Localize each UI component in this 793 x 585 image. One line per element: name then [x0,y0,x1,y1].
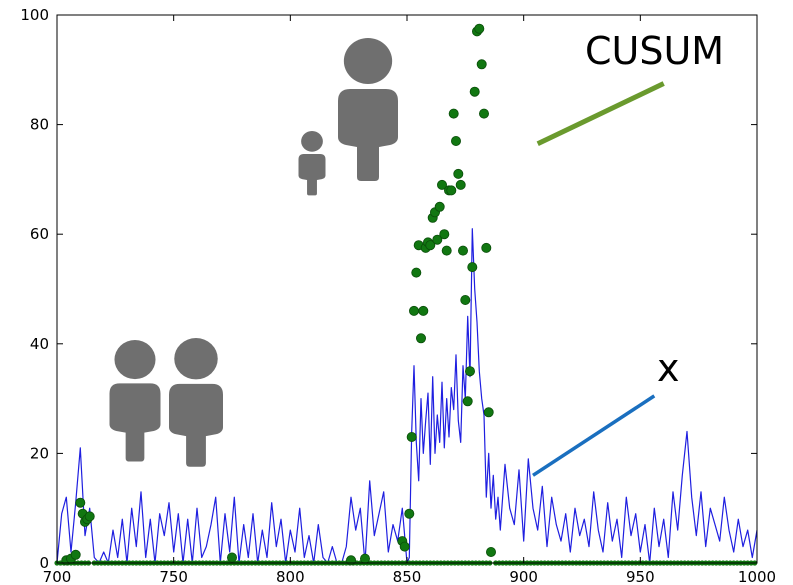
adult-person-icon-right [169,338,223,467]
adult-person-icon-head [343,38,393,84]
y-tick-label: 20 [30,444,49,462]
cusum-point [446,185,457,196]
annotation-labels: CUSUM x [585,29,724,390]
cusum-label: CUSUM [585,29,724,73]
cusum-point [450,135,461,146]
axis-ticks: 700 750 800 850 900 950 1000 0 20 40 60 80 100 [20,6,776,585]
x-tick-label: 950 [626,568,655,585]
adult-person-icon-left-body [109,383,161,462]
y-tick-label: 100 [20,6,49,24]
cusum-point [474,23,485,34]
cusum-point [84,511,95,522]
y-tick-label: 0 [39,554,49,572]
cusum-point [436,179,447,190]
cusum-point [464,366,475,377]
cusum-point [469,86,480,97]
cusum-point [406,431,417,442]
cusum-point [485,547,496,558]
x-series-line [56,228,758,564]
cusum-point [439,229,450,240]
x-pointer-line [532,394,656,477]
adult-person-icon-left-head [114,340,156,380]
cusum-point [411,267,422,278]
cusum-point [415,333,426,344]
y-tick-label: 80 [30,116,49,134]
cusum-point [418,305,429,316]
x-tick-label: 1000 [738,568,776,585]
cusum-point [467,262,478,273]
x-series [56,228,758,564]
y-tick-label: 40 [30,335,49,353]
cusum-point [441,245,452,256]
y-tick-label: 60 [30,225,49,243]
cusum-pointer-line [536,81,665,147]
x-tick-label: 800 [276,568,305,585]
child-person-icon-head [301,131,323,152]
cusum-point [404,508,415,519]
cusum-point [345,555,356,566]
cusum-point [399,541,410,552]
cusum-point [457,245,468,256]
icons-layer [109,38,398,467]
child-person-icon-body [298,153,326,196]
cusum-point [453,168,464,179]
cusum-point [455,179,466,190]
cusum-point [226,552,237,563]
cusum-point [483,407,494,418]
cusum-point [432,234,443,245]
cusum-point [425,240,436,251]
cusum-point [460,294,471,305]
x-tick-label: 750 [159,568,188,585]
x-label: x [657,346,680,390]
cusum-point [448,108,459,119]
cusum-point [75,497,86,508]
cusum-point [476,59,487,70]
cusum-series [54,23,758,566]
cusum-point [434,201,445,212]
annotation-pointers [532,81,665,477]
adult-person-icon-right-body [169,383,223,467]
adult-person-icon-right-head [174,338,218,380]
cusum-point [359,553,370,564]
adult-person-icon-left [109,340,161,462]
x-tick-label: 900 [509,568,538,585]
plot-background [57,15,757,563]
adult-person-icon-body [338,89,398,181]
cusum-point [462,396,473,407]
child-person-icon [298,131,326,196]
x-tick-label: 850 [393,568,422,585]
x-tick-label: 700 [43,568,72,585]
adult-person-icon [338,38,398,181]
cusum-point [481,242,492,253]
cusum-point [478,108,489,119]
cusum-point [408,305,419,316]
cusum-point [70,549,81,560]
